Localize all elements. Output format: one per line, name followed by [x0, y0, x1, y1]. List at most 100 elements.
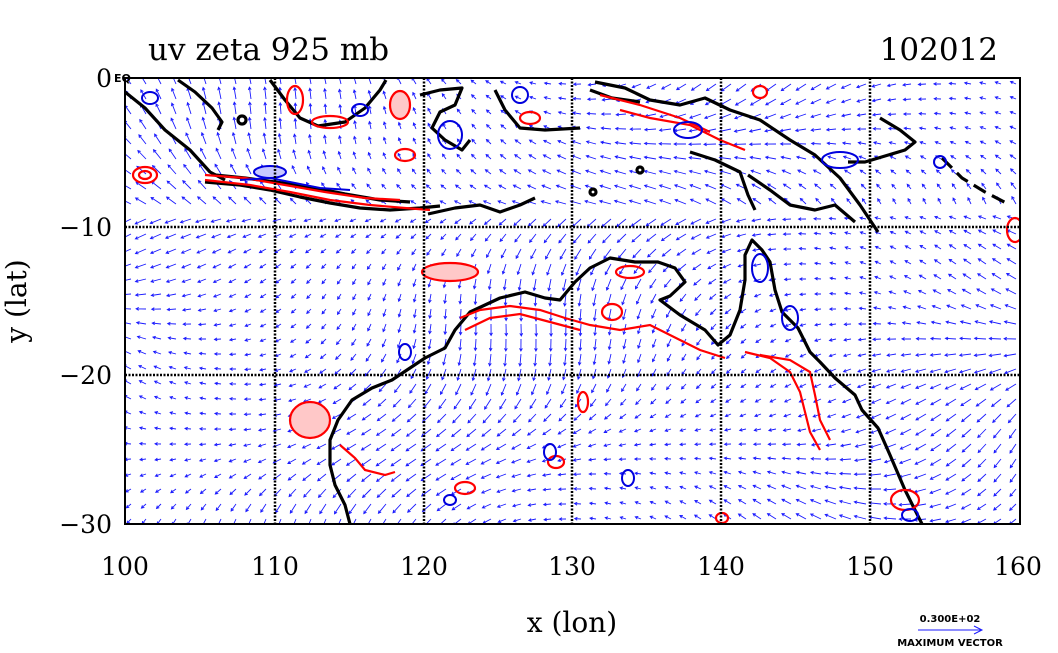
contour-blue-5 [141, 91, 159, 105]
wind-vector [427, 137, 432, 145]
wind-vector [810, 98, 822, 105]
wind-vector [134, 278, 147, 283]
wind-vector [607, 338, 612, 351]
wind-vector [690, 233, 702, 240]
grid-lines [125, 78, 1020, 524]
wind-vector [965, 155, 972, 160]
wind-vector [292, 133, 297, 145]
contour-red-9 [288, 400, 332, 440]
wind-vector [228, 337, 237, 342]
wind-vector [166, 307, 177, 312]
wind-vector [456, 108, 462, 115]
wind-vector [305, 263, 312, 269]
wind-vector [247, 116, 252, 130]
wind-vector [262, 132, 267, 145]
wind-vector [766, 498, 777, 505]
wind-vector [914, 368, 927, 373]
wind-vector [681, 323, 687, 332]
wind-vector [992, 503, 1002, 511]
wind-vector [874, 260, 882, 265]
wind-vector [376, 488, 387, 498]
wind-vector [694, 428, 702, 432]
wind-vector [352, 151, 357, 160]
wind-vector [363, 503, 372, 515]
wind-vector [975, 398, 987, 407]
wind-vector [902, 305, 912, 310]
wind-vector [588, 413, 597, 421]
wind-vector [992, 229, 1002, 235]
wind-vector [211, 233, 222, 239]
wind-vector [304, 353, 312, 359]
wind-vector [989, 304, 1002, 310]
wind-vector [382, 136, 387, 145]
wind-vector [230, 163, 237, 175]
island-3 [635, 165, 645, 175]
wind-vector [784, 323, 792, 328]
wind-vector [962, 273, 972, 280]
wind-vector [435, 428, 447, 438]
wind-vector [426, 168, 432, 175]
wind-vector [798, 246, 807, 251]
wind-vector [601, 97, 612, 102]
wind-vector [243, 443, 252, 447]
wind-vector [904, 245, 912, 250]
wind-vector [350, 353, 357, 361]
wind-vector [150, 181, 162, 190]
wind-vector [210, 218, 222, 223]
wind-vector [914, 458, 927, 465]
wind-vector [809, 513, 822, 520]
wind-vector [795, 484, 807, 490]
wind-vector [197, 179, 207, 190]
wind-vector [711, 368, 717, 375]
wind-vector [994, 140, 1002, 145]
wind-vector [405, 443, 417, 452]
wind-vector [861, 198, 867, 205]
wind-vector [949, 126, 957, 130]
wind-vector [441, 153, 447, 160]
wind-vector [844, 231, 852, 235]
wind-vector [542, 428, 552, 436]
wind-vector [706, 248, 717, 254]
wind-vector [197, 293, 207, 298]
wind-vector [563, 353, 567, 367]
wind-vector [542, 218, 552, 227]
wind-vector [290, 263, 297, 269]
wind-vector [496, 428, 507, 437]
wind-vector [512, 413, 522, 423]
wind-vector [883, 487, 897, 492]
wind-vector [182, 322, 192, 326]
wind-vector [293, 117, 298, 130]
wind-vector [397, 278, 402, 287]
wind-vector [855, 428, 867, 434]
wind-vector [575, 263, 582, 276]
wind-vector [435, 443, 447, 452]
wind-vector [1003, 353, 1017, 358]
wind-vector [454, 184, 462, 190]
wind-vector [960, 518, 972, 524]
wind-vector [451, 428, 462, 438]
wind-vector [149, 218, 162, 225]
wind-vector [517, 368, 522, 382]
wind-vector [496, 488, 507, 494]
wind-vector [512, 518, 522, 523]
wind-vector [259, 353, 267, 357]
wind-vector [614, 169, 627, 175]
wind-vector [150, 278, 162, 283]
wind-vector [562, 368, 567, 381]
wind-vector [651, 308, 657, 319]
wind-vector [217, 101, 222, 115]
wind-vector [503, 353, 507, 367]
wind-vector [857, 368, 867, 373]
wind-vector [154, 457, 162, 462]
wind-vector [184, 411, 192, 416]
wind-vector [919, 155, 927, 160]
wind-vector [306, 308, 312, 315]
wind-vector [740, 383, 747, 389]
wind-vector [496, 503, 507, 508]
wind-vector [794, 128, 807, 133]
wind-vector [352, 89, 357, 100]
wind-vector [420, 443, 432, 452]
wind-vector [198, 458, 207, 462]
wind-vector [949, 140, 957, 145]
